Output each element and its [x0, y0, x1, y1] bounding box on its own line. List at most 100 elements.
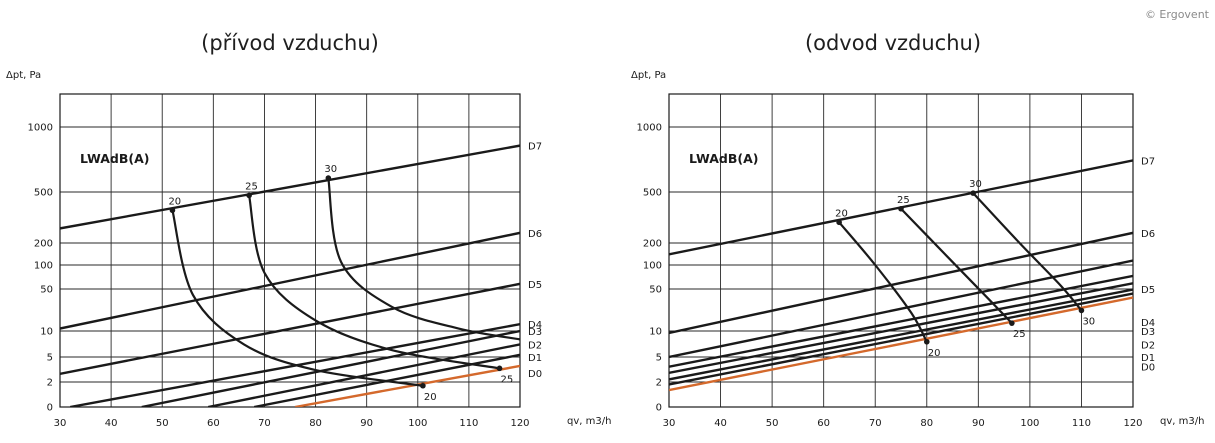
- series-label-d5: D5: [528, 280, 542, 291]
- x-tick-label: 30: [54, 418, 67, 429]
- series-line-d6: [60, 231, 520, 330]
- x-tick-label: 60: [817, 418, 830, 429]
- noise-label-bottom: 25: [1013, 329, 1026, 340]
- plot-frame: [59, 93, 521, 408]
- chart-annotation: LWAdB(A): [689, 151, 758, 166]
- series-label-d3: D3: [1141, 327, 1155, 338]
- series-line-d3: [141, 329, 520, 407]
- chart-annotation: LWAdB(A): [80, 151, 149, 166]
- x-axis-label: qv, m3/h: [567, 416, 611, 427]
- series-label-d1: D1: [1141, 353, 1155, 364]
- noise-curve-end-point: [1009, 320, 1015, 326]
- noise-curve-end-point: [496, 365, 503, 372]
- series-label-d7: D7: [528, 142, 542, 153]
- series-line-d0: [294, 364, 520, 407]
- y-tick-label: 2: [47, 378, 53, 389]
- noise-label-bottom: 30: [1082, 316, 1095, 327]
- chart-title: (přívod vzduchu): [201, 31, 379, 55]
- y-tick-label: 10: [40, 327, 53, 338]
- noise-label-top: 30: [324, 164, 337, 175]
- series-line-d4: [669, 274, 1133, 368]
- noise-curve-end-point: [420, 382, 426, 389]
- x-tick-label: 80: [920, 418, 933, 429]
- y-tick-label: 500: [34, 188, 53, 199]
- noise-curve-25: [248, 195, 500, 370]
- x-tick-label: 120: [1123, 418, 1142, 429]
- y-tick-label: 0: [47, 403, 53, 414]
- series-line-d2: [207, 343, 520, 407]
- series-label-d4: D4: [528, 320, 542, 331]
- y-tick-label: 50: [649, 285, 662, 296]
- series-line-d5: [60, 282, 520, 375]
- series-label-d6: D6: [1141, 229, 1155, 240]
- noise-curve-start-point: [970, 190, 976, 196]
- x-tick-label: 120: [510, 418, 529, 429]
- series-label-d3: D3: [528, 327, 542, 338]
- noise-curve-20: [838, 221, 928, 343]
- noise-label-bottom: 20: [928, 348, 941, 359]
- y-tick-label: 500: [643, 188, 662, 199]
- series-line-d7: [60, 144, 520, 230]
- y-tick-label: 1000: [28, 123, 53, 134]
- chart-title: (odvod vzduchu): [805, 31, 981, 55]
- x-tick-label: 90: [360, 418, 373, 429]
- noise-curve-start-point: [898, 205, 904, 212]
- noise-label-top: 25: [897, 195, 910, 206]
- x-tick-label: 50: [156, 418, 169, 429]
- series-line-d5: [669, 259, 1133, 359]
- noise-label-bottom: 25: [501, 374, 514, 385]
- y-tick-label: 0: [656, 403, 662, 414]
- noise-curve-30: [327, 177, 520, 341]
- noise-curve-20: [171, 210, 424, 387]
- noise-label-top: 25: [245, 181, 258, 192]
- series-label-d4: D4: [1141, 318, 1155, 329]
- y-axis-label: Δpt, Pa: [6, 70, 41, 81]
- series-label-d0: D0: [1141, 363, 1155, 374]
- series-line-d0: [669, 296, 1133, 392]
- x-tick-label: 70: [258, 418, 271, 429]
- x-tick-label: 40: [714, 418, 727, 429]
- x-tick-label: 30: [663, 418, 676, 429]
- x-tick-label: 40: [105, 418, 118, 429]
- noise-label-top: 30: [969, 179, 982, 190]
- y-tick-label: 1000: [637, 123, 662, 134]
- series-line-d6: [669, 231, 1133, 335]
- noise-curve-start-point: [325, 175, 332, 181]
- series-label-d2: D2: [1141, 340, 1155, 351]
- series-label-d5: D5: [1141, 285, 1155, 296]
- y-tick-label: 10: [649, 327, 662, 338]
- y-axis-label: Δpt, Pa: [631, 70, 666, 81]
- y-tick-label: 5: [656, 353, 662, 364]
- y-tick-label: 200: [643, 239, 662, 250]
- series-label-d7: D7: [1141, 156, 1155, 167]
- y-tick-label: 50: [40, 285, 53, 296]
- noise-curve-25: [900, 207, 1013, 324]
- noise-curve-end-point: [1078, 307, 1085, 314]
- series-label-d2: D2: [528, 340, 542, 351]
- x-tick-label: 100: [1020, 418, 1039, 429]
- x-tick-label: 50: [766, 418, 779, 429]
- series-line-d3: [669, 282, 1133, 374]
- plot-frame: [668, 93, 1134, 408]
- x-tick-label: 80: [309, 418, 322, 429]
- x-tick-label: 110: [459, 418, 478, 429]
- x-axis-label: qv, m3/h: [1160, 416, 1204, 427]
- series-line-d2: [669, 288, 1133, 381]
- x-tick-label: 90: [972, 418, 985, 429]
- noise-label-top: 20: [835, 208, 848, 219]
- noise-curve-start-point: [246, 192, 252, 199]
- y-tick-label: 100: [643, 261, 662, 272]
- x-tick-label: 70: [869, 418, 882, 429]
- noise-curve-start-point: [836, 219, 842, 226]
- series-line-d1: [669, 292, 1133, 386]
- x-tick-label: 100: [408, 418, 427, 429]
- noise-curve-start-point: [169, 207, 176, 214]
- x-tick-label: 110: [1072, 418, 1091, 429]
- series-label-d6: D6: [528, 229, 542, 240]
- y-tick-label: 5: [47, 353, 53, 364]
- y-tick-label: 100: [34, 261, 53, 272]
- y-tick-label: 200: [34, 239, 53, 250]
- noise-curve-30: [972, 192, 1083, 312]
